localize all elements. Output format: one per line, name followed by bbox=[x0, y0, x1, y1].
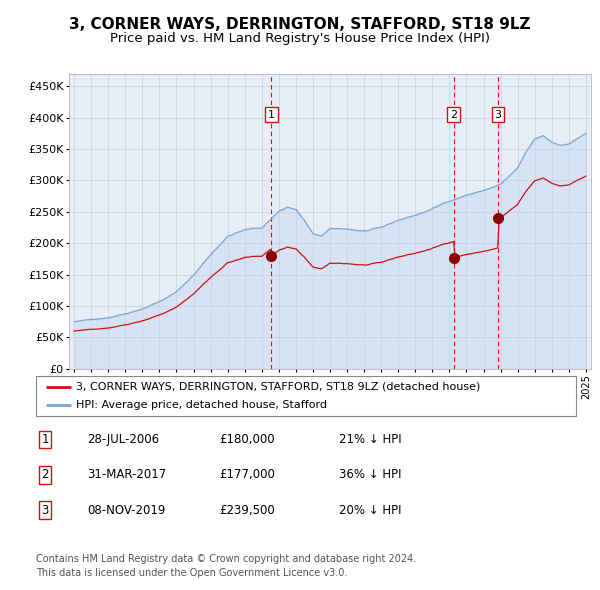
Text: £239,500: £239,500 bbox=[219, 504, 275, 517]
Text: 2: 2 bbox=[450, 110, 457, 120]
Text: HPI: Average price, detached house, Stafford: HPI: Average price, detached house, Staf… bbox=[77, 400, 328, 410]
Text: Price paid vs. HM Land Registry's House Price Index (HPI): Price paid vs. HM Land Registry's House … bbox=[110, 32, 490, 45]
Text: 20% ↓ HPI: 20% ↓ HPI bbox=[339, 504, 401, 517]
Text: 1: 1 bbox=[268, 110, 275, 120]
Text: 08-NOV-2019: 08-NOV-2019 bbox=[87, 504, 166, 517]
Text: This data is licensed under the Open Government Licence v3.0.: This data is licensed under the Open Gov… bbox=[36, 569, 347, 578]
Text: 3, CORNER WAYS, DERRINGTON, STAFFORD, ST18 9LZ: 3, CORNER WAYS, DERRINGTON, STAFFORD, ST… bbox=[69, 17, 531, 32]
Text: 3: 3 bbox=[494, 110, 502, 120]
Text: 1: 1 bbox=[41, 433, 49, 446]
Text: £180,000: £180,000 bbox=[219, 433, 275, 446]
Text: 3, CORNER WAYS, DERRINGTON, STAFFORD, ST18 9LZ (detached house): 3, CORNER WAYS, DERRINGTON, STAFFORD, ST… bbox=[77, 382, 481, 392]
Text: 28-JUL-2006: 28-JUL-2006 bbox=[87, 433, 159, 446]
Text: 36% ↓ HPI: 36% ↓ HPI bbox=[339, 468, 401, 481]
Text: 31-MAR-2017: 31-MAR-2017 bbox=[87, 468, 166, 481]
Text: Contains HM Land Registry data © Crown copyright and database right 2024.: Contains HM Land Registry data © Crown c… bbox=[36, 555, 416, 564]
Text: 3: 3 bbox=[41, 504, 49, 517]
Text: 21% ↓ HPI: 21% ↓ HPI bbox=[339, 433, 401, 446]
Text: 2: 2 bbox=[41, 468, 49, 481]
Text: £177,000: £177,000 bbox=[219, 468, 275, 481]
